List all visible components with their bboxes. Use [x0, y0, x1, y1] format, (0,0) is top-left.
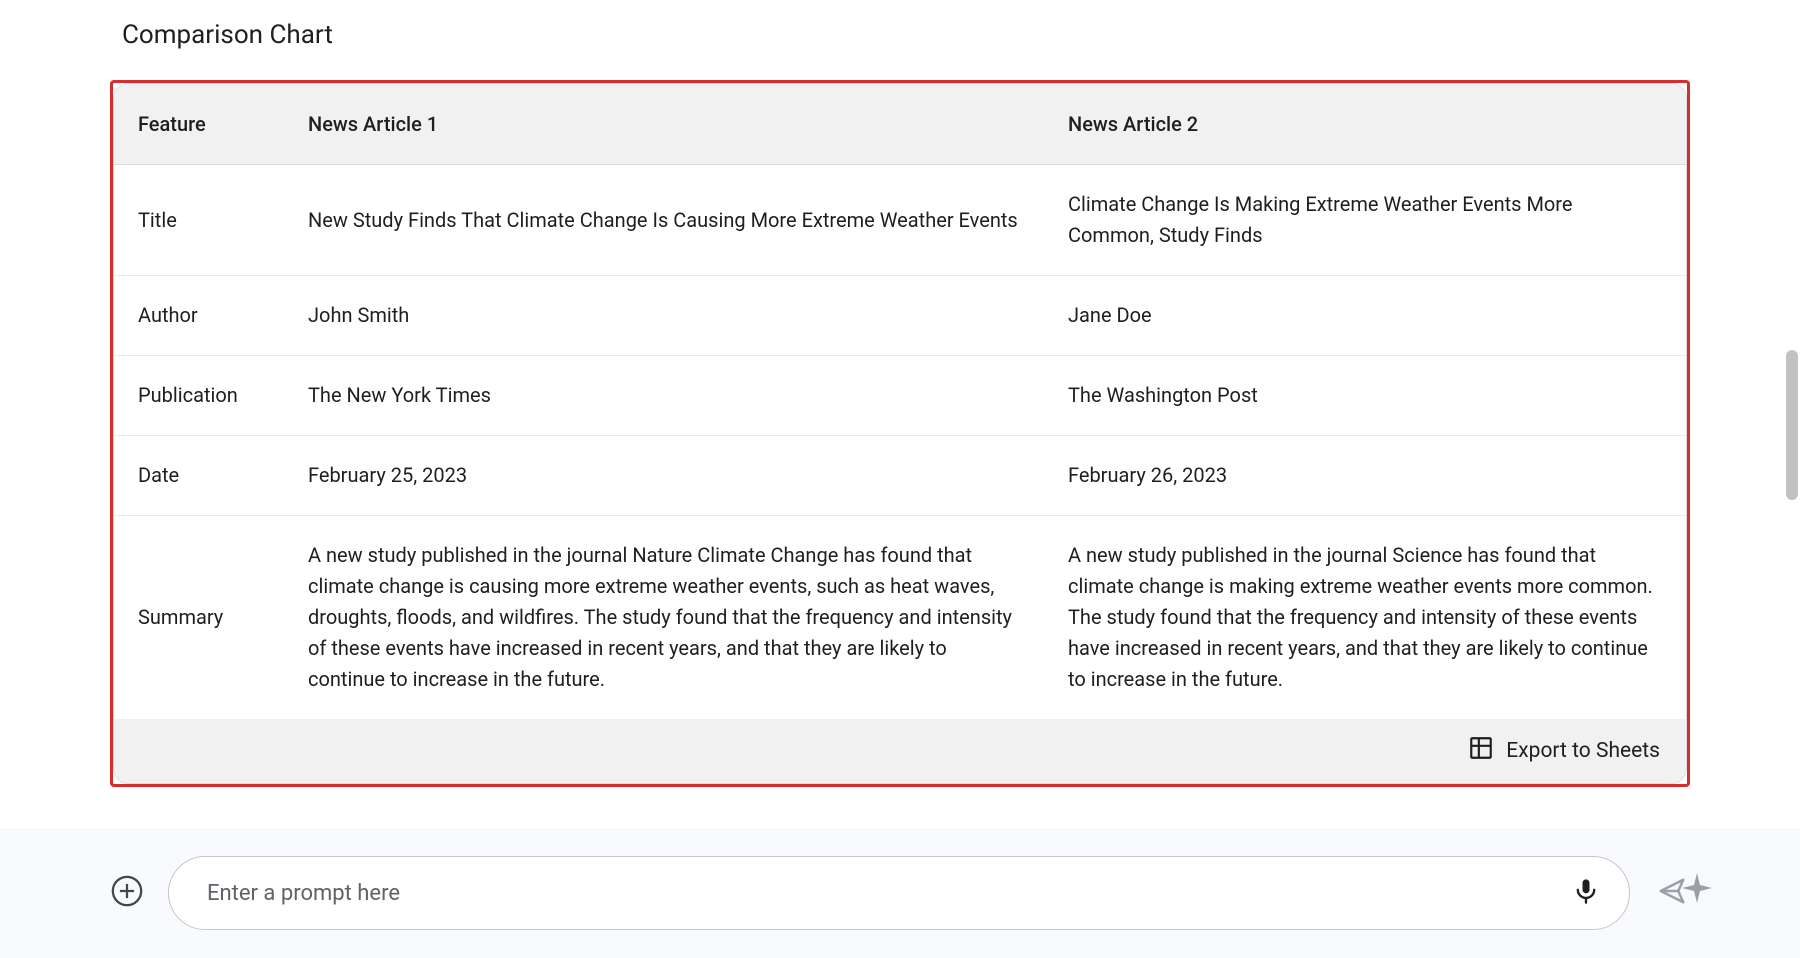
- mic-button[interactable]: [1571, 878, 1601, 908]
- sparkle-icon: [1682, 873, 1692, 883]
- comparison-table-container: Feature News Article 1 News Article 2 Ti…: [113, 83, 1687, 784]
- table-row: Title New Study Finds That Climate Chang…: [114, 165, 1686, 276]
- prompt-input[interactable]: [207, 881, 1571, 906]
- export-to-sheets-button[interactable]: Export to Sheets: [1468, 735, 1660, 767]
- cell-article-2: Jane Doe: [1044, 276, 1686, 356]
- table-row: Author John Smith Jane Doe: [114, 276, 1686, 356]
- cell-article-1: February 25, 2023: [284, 436, 1044, 516]
- scrollbar-thumb[interactable]: [1786, 350, 1798, 500]
- page-title: Comparison Chart: [122, 20, 1690, 50]
- table-row: Summary A new study published in the jou…: [114, 516, 1686, 720]
- cell-article-2: A new study published in the journal Sci…: [1044, 516, 1686, 720]
- input-bar: [0, 828, 1800, 958]
- cell-article-1: New Study Finds That Climate Change Is C…: [284, 165, 1044, 276]
- cell-article-1: The New York Times: [284, 356, 1044, 436]
- sheets-icon: [1468, 735, 1494, 767]
- cell-feature: Summary: [114, 516, 284, 720]
- cell-feature: Publication: [114, 356, 284, 436]
- table-footer: Export to Sheets: [114, 719, 1686, 783]
- table-header-row: Feature News Article 1 News Article 2: [114, 84, 1686, 165]
- table-row: Publication The New York Times The Washi…: [114, 356, 1686, 436]
- microphone-icon: [1572, 877, 1600, 909]
- cell-article-2: The Washington Post: [1044, 356, 1686, 436]
- send-button[interactable]: [1654, 875, 1690, 911]
- prompt-pill: [168, 856, 1630, 930]
- table-row: Date February 25, 2023 February 26, 2023: [114, 436, 1686, 516]
- cell-article-2: February 26, 2023: [1044, 436, 1686, 516]
- highlight-frame: Feature News Article 1 News Article 2 Ti…: [110, 80, 1690, 787]
- col-header-article-2: News Article 2: [1044, 84, 1686, 165]
- export-label: Export to Sheets: [1506, 739, 1660, 763]
- cell-feature: Title: [114, 165, 284, 276]
- comparison-table: Feature News Article 1 News Article 2 Ti…: [114, 84, 1686, 719]
- cell-feature: Author: [114, 276, 284, 356]
- plus-circle-icon: [110, 874, 144, 912]
- col-header-feature: Feature: [114, 84, 284, 165]
- cell-feature: Date: [114, 436, 284, 516]
- cell-article-2: Climate Change Is Making Extreme Weather…: [1044, 165, 1686, 276]
- add-button[interactable]: [110, 876, 144, 910]
- col-header-article-1: News Article 1: [284, 84, 1044, 165]
- cell-article-1: A new study published in the journal Nat…: [284, 516, 1044, 720]
- cell-article-1: John Smith: [284, 276, 1044, 356]
